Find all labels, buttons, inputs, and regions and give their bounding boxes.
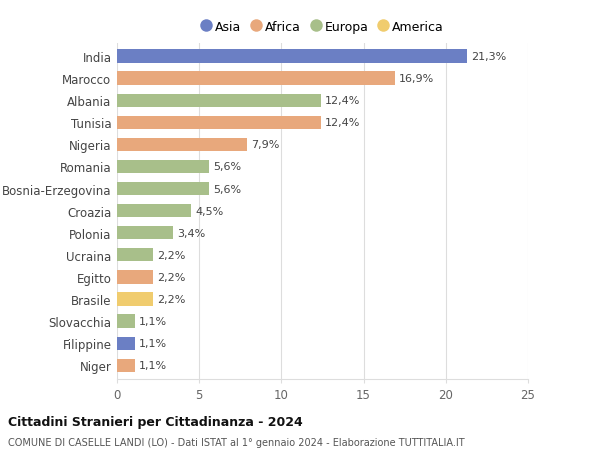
Bar xyxy=(117,315,135,328)
Bar xyxy=(117,249,153,262)
Bar xyxy=(117,337,135,350)
Text: 12,4%: 12,4% xyxy=(325,118,361,128)
Text: 7,9%: 7,9% xyxy=(251,140,280,150)
Text: 5,6%: 5,6% xyxy=(213,162,241,172)
Text: 12,4%: 12,4% xyxy=(325,96,361,106)
Text: 1,1%: 1,1% xyxy=(139,360,167,370)
Bar xyxy=(117,271,153,284)
Text: 21,3%: 21,3% xyxy=(471,52,506,62)
Text: 4,5%: 4,5% xyxy=(195,206,223,216)
Bar xyxy=(117,116,321,129)
Bar xyxy=(117,359,135,372)
Text: COMUNE DI CASELLE LANDI (LO) - Dati ISTAT al 1° gennaio 2024 - Elaborazione TUTT: COMUNE DI CASELLE LANDI (LO) - Dati ISTA… xyxy=(8,437,464,447)
Bar xyxy=(117,161,209,174)
Bar xyxy=(117,139,247,151)
Bar xyxy=(117,227,173,240)
Text: 5,6%: 5,6% xyxy=(213,184,241,194)
Legend: Asia, Africa, Europa, America: Asia, Africa, Europa, America xyxy=(199,18,446,36)
Text: Cittadini Stranieri per Cittadinanza - 2024: Cittadini Stranieri per Cittadinanza - 2… xyxy=(8,415,302,428)
Text: 3,4%: 3,4% xyxy=(177,228,205,238)
Text: 1,1%: 1,1% xyxy=(139,338,167,348)
Text: 2,2%: 2,2% xyxy=(157,250,185,260)
Text: 16,9%: 16,9% xyxy=(399,74,434,84)
Bar xyxy=(117,50,467,63)
Text: 1,1%: 1,1% xyxy=(139,316,167,326)
Bar xyxy=(117,72,395,85)
Bar xyxy=(117,94,321,107)
Bar xyxy=(117,183,209,196)
Bar xyxy=(117,293,153,306)
Bar xyxy=(117,205,191,218)
Text: 2,2%: 2,2% xyxy=(157,294,185,304)
Text: 2,2%: 2,2% xyxy=(157,272,185,282)
